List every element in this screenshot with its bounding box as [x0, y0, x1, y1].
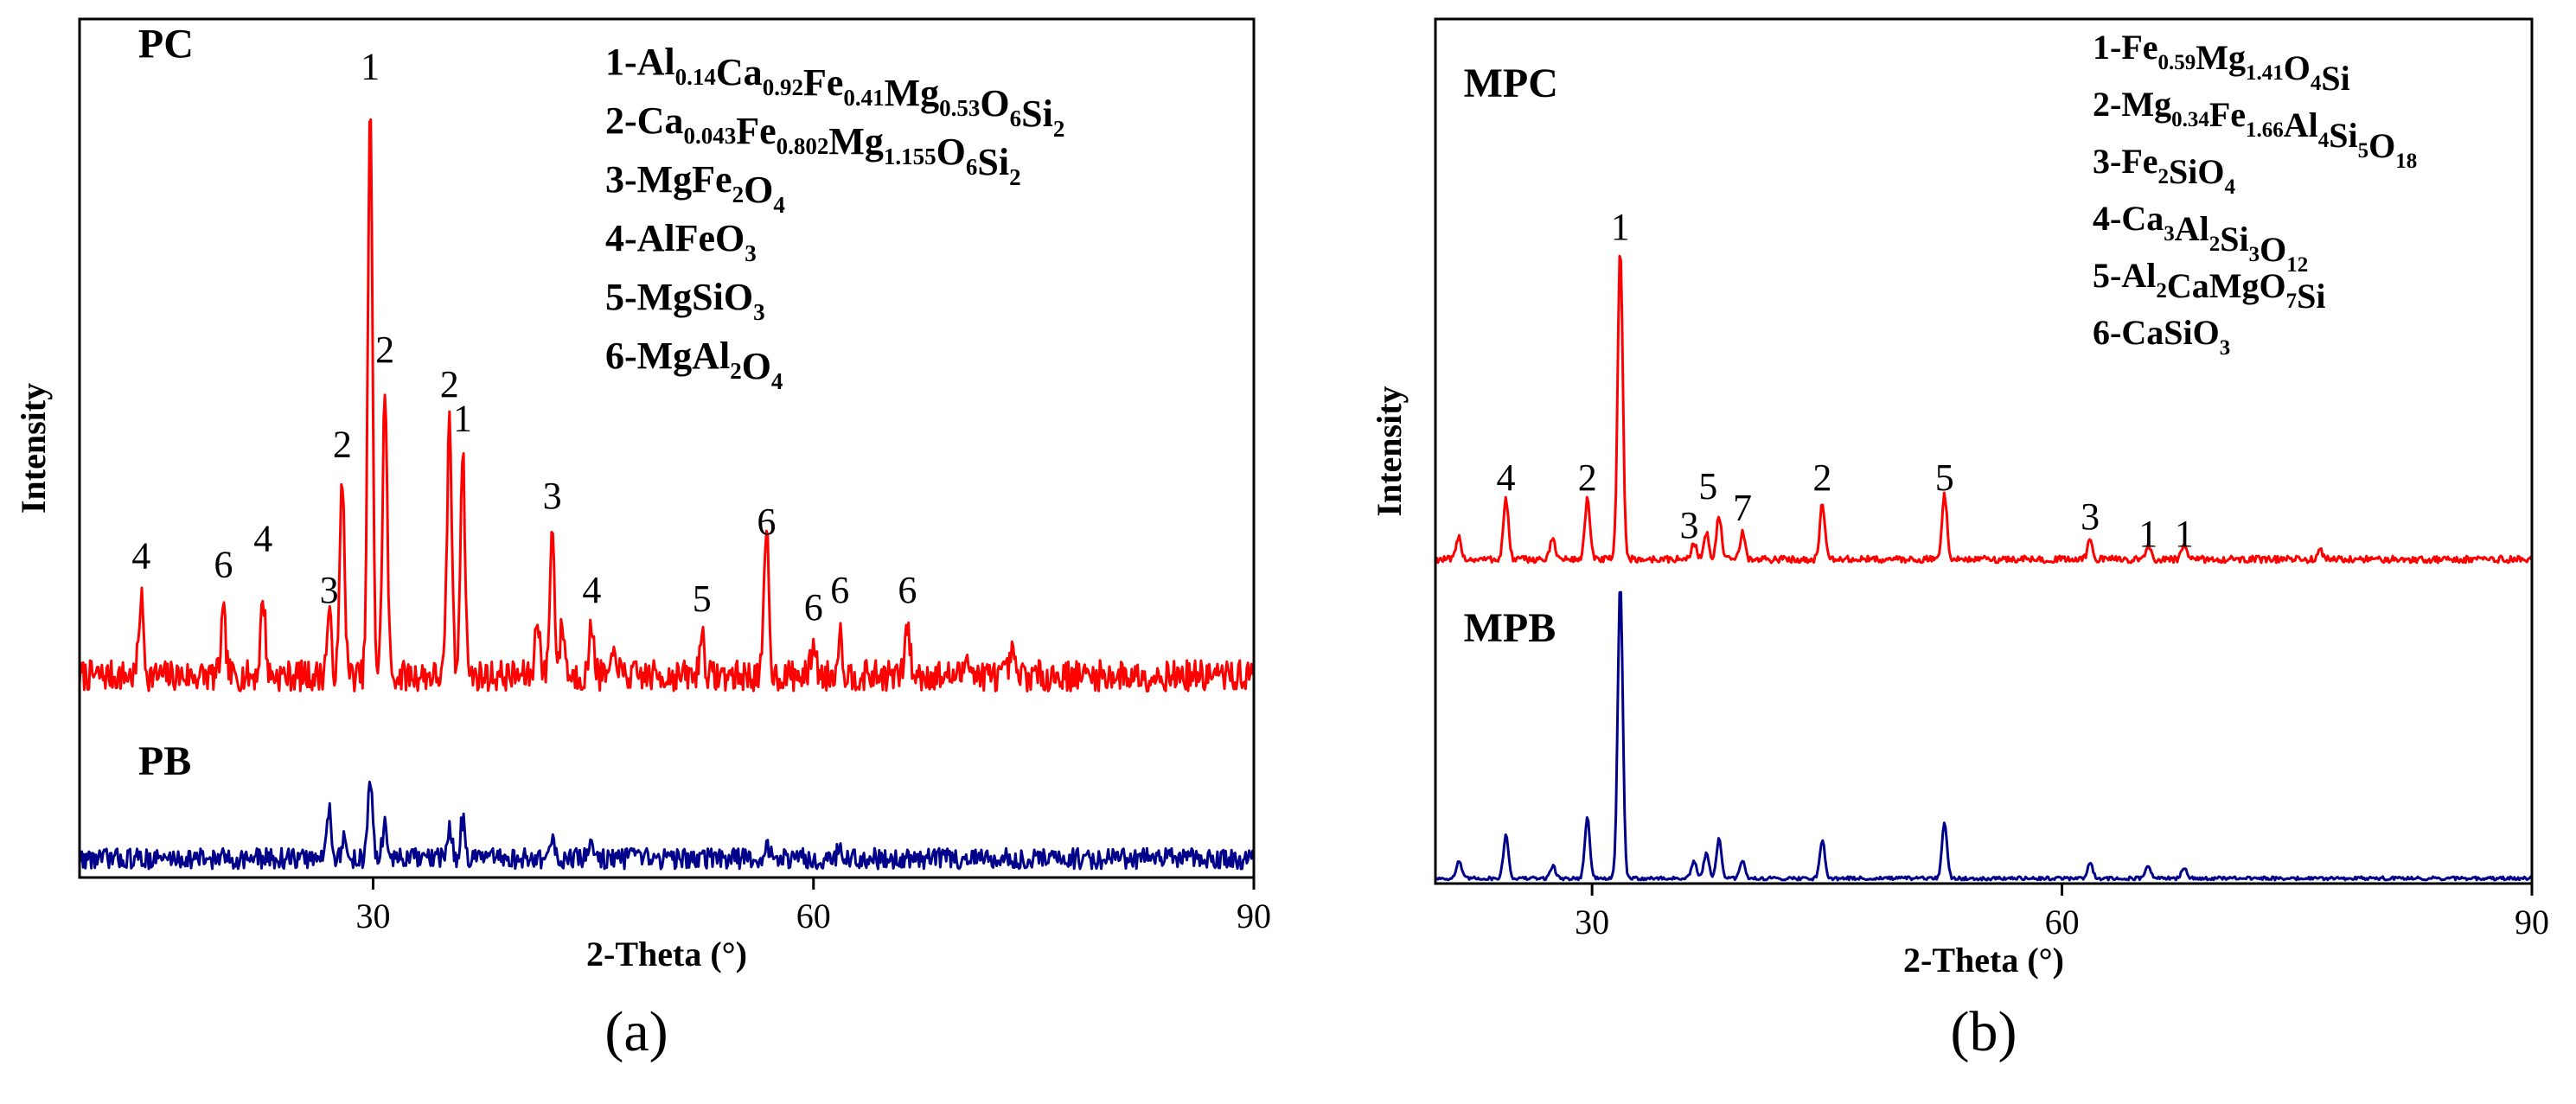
- panel-caption: (b): [1951, 1000, 2017, 1063]
- plot-frame: [78, 17, 1256, 879]
- curve-label: MPB: [1464, 605, 1556, 651]
- peak-label: 7: [1733, 487, 1752, 529]
- legend-entry: 4-AlFeO3: [605, 217, 757, 266]
- peak-label: 3: [320, 569, 339, 611]
- plot-frame: [1434, 17, 2534, 885]
- peak-label: 6: [898, 569, 917, 611]
- peak-label: 1: [2138, 513, 2157, 555]
- legend-entry: 1-Al0.14Ca0.92Fe0.41Mg0.53O6Si2: [605, 41, 1064, 142]
- peak-label: 3: [543, 475, 562, 517]
- curve-label: PB: [138, 738, 191, 784]
- peak-label: 1: [2175, 513, 2194, 555]
- y-axis-label: Intensity: [14, 383, 53, 514]
- legend-entry: 5-Al2CaMgO7Si: [2093, 256, 2325, 316]
- curve-label: MPC: [1464, 61, 1558, 106]
- legend-entry: 2-Ca0.043Fe0.802Mg1.155O6Si2: [605, 99, 1021, 190]
- peak-label: 6: [214, 543, 233, 585]
- series-line-pc: [78, 118, 1256, 692]
- peak-label: 2: [1812, 456, 1831, 499]
- peak-label: 4: [253, 518, 272, 560]
- peak-label: 6: [830, 569, 849, 611]
- series-line-mpc: [1434, 254, 2534, 565]
- x-tick-label: 60: [2045, 903, 2080, 941]
- x-axis-label: 2-Theta (°): [1903, 941, 2064, 980]
- peak-label: 1: [453, 398, 472, 440]
- peak-label: 5: [1698, 465, 1717, 507]
- legend-entry: 4-Ca3Al2Si3O12: [2093, 199, 2308, 277]
- x-tick-label: 30: [356, 897, 391, 935]
- peak-label: 2: [375, 329, 394, 371]
- x-tick-label: 90: [1237, 897, 1271, 935]
- peak-label: 4: [1497, 456, 1516, 499]
- peak-label: 3: [2081, 495, 2100, 538]
- panel-caption: (a): [604, 1000, 668, 1063]
- peak-label: 6: [804, 586, 823, 629]
- peak-label: 2: [1578, 456, 1597, 499]
- x-tick-label: 60: [796, 897, 831, 935]
- legend-entry: 2-Mg0.34Fe1.66Al4Si5O18: [2093, 85, 2417, 173]
- peak-label: 2: [333, 423, 352, 465]
- curve-label: PC: [138, 22, 194, 67]
- y-axis-label: Intensity: [1370, 386, 1409, 516]
- peak-label: 5: [693, 578, 712, 620]
- peak-label: 1: [361, 46, 380, 88]
- legend-entry: 3-MgFe2O4: [605, 158, 785, 218]
- x-tick-label: 90: [2515, 903, 2549, 941]
- legend-entry: 3-Fe2SiO4: [2093, 142, 2236, 199]
- peak-label: 2: [440, 363, 459, 405]
- x-axis-label: 2-Theta (°): [586, 935, 747, 973]
- peak-label: 4: [582, 569, 601, 611]
- peak-label: 3: [1679, 504, 1698, 546]
- peak-label: 6: [757, 501, 776, 543]
- peak-label: 4: [131, 535, 150, 578]
- legend-entry: 6-MgAl2O4: [605, 335, 783, 394]
- peak-label: 5: [1935, 456, 1954, 499]
- x-tick-label: 30: [1575, 903, 1609, 941]
- series-line-mpb: [1435, 590, 2534, 882]
- series-line-pb: [78, 781, 1256, 871]
- legend-entry: 5-MgSiO3: [605, 276, 765, 325]
- legend-entry: 6-CaSiO3: [2093, 313, 2230, 360]
- peak-label: 1: [1611, 206, 1630, 248]
- legend-entry: 1-Fe0.59Mg1.41O4Si: [2093, 28, 2350, 98]
